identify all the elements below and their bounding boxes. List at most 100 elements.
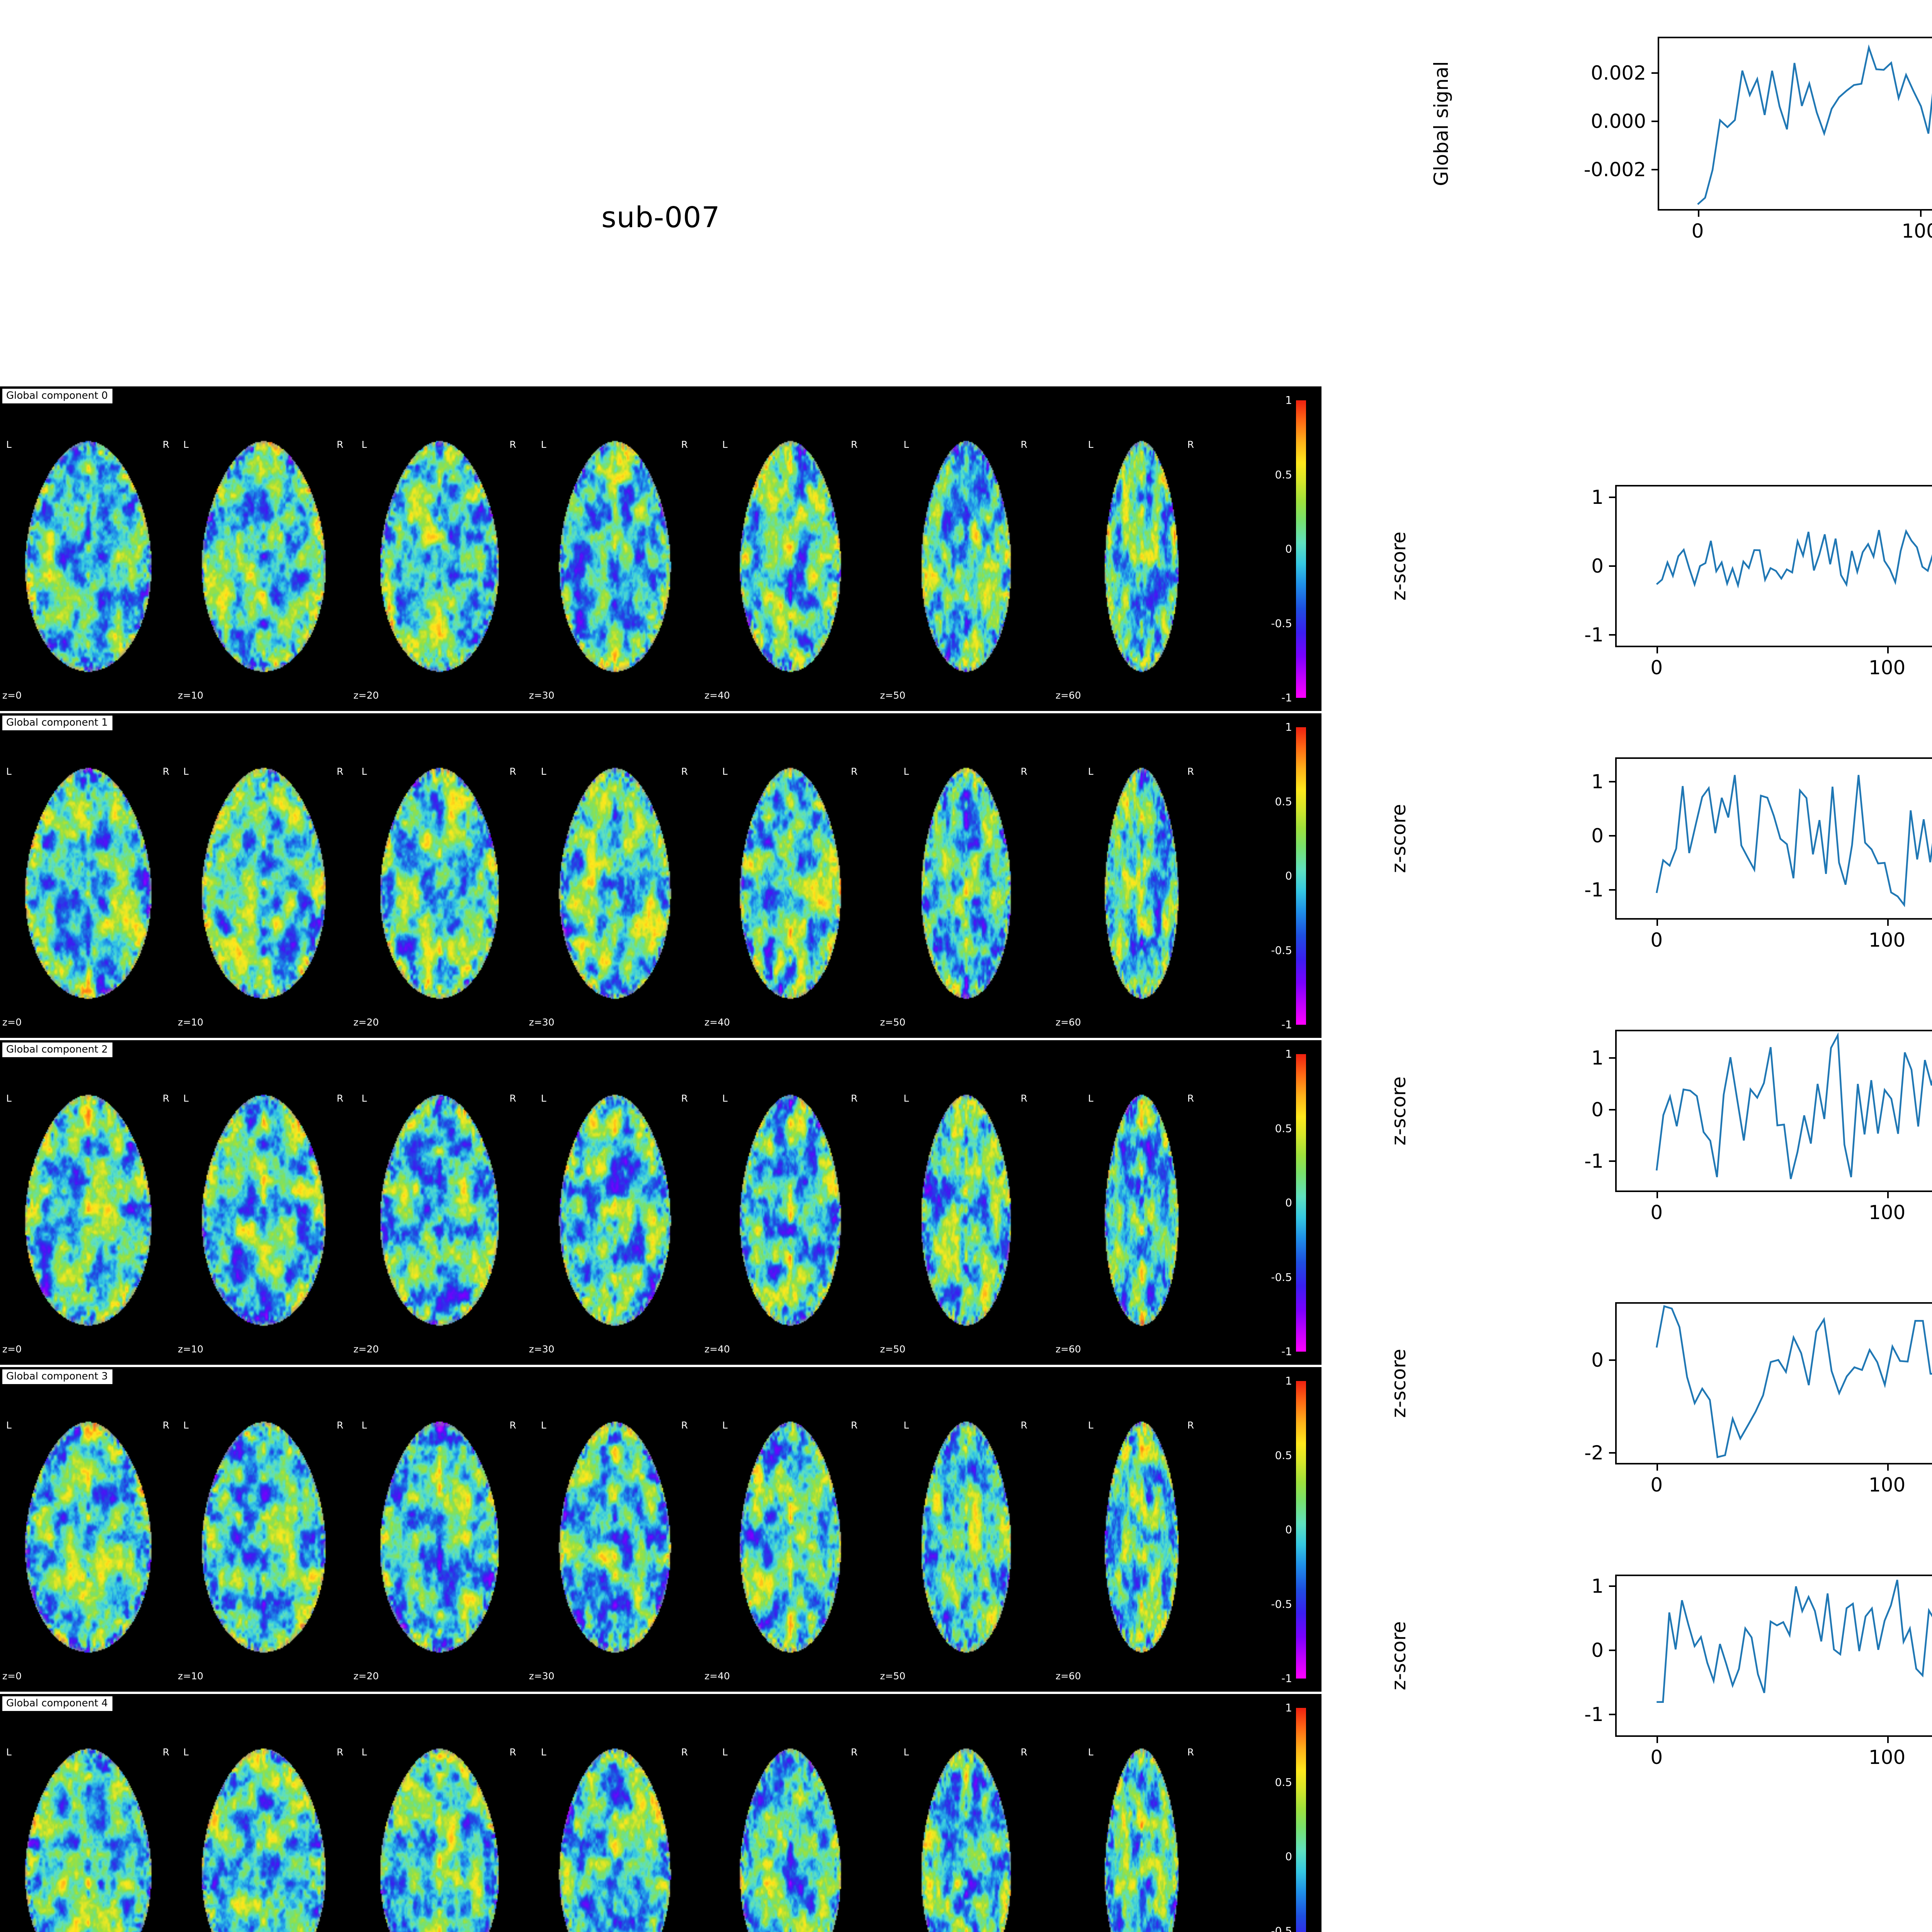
slice-left-marker: L [903,1093,909,1104]
brain-slice-image [554,1083,675,1336]
brain-slice-image [917,1737,1014,1932]
colorbar-tick-label: 0.5 [1275,1449,1292,1462]
brain-slice-image [917,1410,1014,1663]
slice-left-marker: L [183,766,189,777]
colorbar-tick-label: -1 [1281,1672,1292,1685]
colorbar-tick-label: 1 [1285,1701,1292,1714]
slice-left-marker: L [541,1420,546,1431]
colorbar-tick-label: -0.5 [1271,1597,1292,1611]
slice-right-marker: R [162,766,170,777]
colorbar-tick-label: -0.5 [1271,1924,1292,1932]
brain-slice-image [735,429,845,682]
slice-z-label: z=60 [1055,690,1081,701]
y-tick-label: -1 [1584,1150,1604,1172]
brain-slice-image [554,1737,675,1932]
slice-right-marker: R [851,1093,858,1104]
slice-right-marker: R [681,439,688,450]
y-axis-label: z-score [1388,1621,1410,1690]
y-tick-mark [1609,1452,1615,1454]
slice-z-label: z=0 [2,690,22,701]
slice-z-label: z=40 [704,1344,730,1355]
colorbar-tick-label: 1 [1285,721,1292,733]
brain-slice-image [374,1410,503,1663]
slice-right-marker: R [162,1093,170,1104]
brain-slice-image [917,756,1014,1009]
plot-title: Global signal [1321,2,1932,26]
colorbar: 10.50-0.5-1 [1237,1702,1315,1932]
slice-left-marker: L [361,1093,367,1104]
slice-left-marker: L [361,1747,367,1758]
y-tick-label: 1 [1591,1575,1604,1597]
x-axis-label: Time (s) [1615,1506,1932,1526]
slice-right-marker: R [851,1420,858,1431]
brain-slice-image [19,1410,156,1663]
slice-right-marker: R [1187,1420,1194,1431]
slice-left-marker: L [1088,1420,1094,1431]
y-axis-label: z-score [1388,1349,1410,1418]
slice-right-marker: R [1020,766,1027,777]
slice-z-label: z=30 [529,690,554,701]
slice-left-marker: L [6,439,12,450]
colorbar-tick-label: -1 [1281,1345,1292,1358]
x-tick-mark [1656,1192,1658,1198]
component-tag-label: Global component 4 [2,1696,113,1711]
colorbar-tick-label: 0 [1285,1523,1292,1536]
brain-slice-image [19,429,156,682]
x-tick-label: 0 [1650,1201,1663,1224]
slice-left-marker: L [722,439,728,450]
x-tick-mark [1656,647,1658,653]
brain-slice: LRz=10 [175,1694,351,1932]
y-tick-label: -0.002 [1583,158,1646,181]
slice-left-marker: L [722,1747,728,1758]
brain-slice: LRz=40 [702,1694,878,1932]
slice-z-label: z=30 [529,1344,554,1355]
slice-left-marker: L [183,1420,189,1431]
brain-slice: LRz=60 [1053,1694,1229,1932]
x-axis-label: Time (s) [1615,1234,1932,1253]
brain-slice-image [917,429,1014,682]
x-tick-mark [1656,1737,1658,1743]
brain-slice-image [1101,1410,1181,1663]
plot-axes-frame [1615,1575,1932,1737]
slice-right-marker: R [1020,439,1027,450]
y-tick-label: 0 [1591,1098,1604,1121]
x-tick-label: 100 [1868,1474,1906,1496]
brain-slice-image [917,1083,1014,1336]
slice-z-label: z=40 [704,1017,730,1028]
y-tick-mark [1609,1109,1615,1111]
slice-right-marker: R [681,1093,688,1104]
slice-z-label: z=10 [178,1670,204,1682]
y-tick-mark [1651,120,1658,122]
slice-left-marker: L [903,1747,909,1758]
slice-right-marker: R [162,1747,170,1758]
y-tick-label: -1 [1584,879,1604,901]
slice-left-marker: L [722,1420,728,1431]
y-tick-mark [1609,1585,1615,1587]
slice-left-marker: L [361,439,367,450]
y-tick-label: -2 [1584,1442,1604,1464]
y-tick-mark [1609,1359,1615,1361]
x-axis-label: Time (s) [1615,1779,1932,1798]
slice-z-label: z=0 [2,1017,22,1028]
colorbar-tick-label: 0.5 [1275,468,1292,481]
